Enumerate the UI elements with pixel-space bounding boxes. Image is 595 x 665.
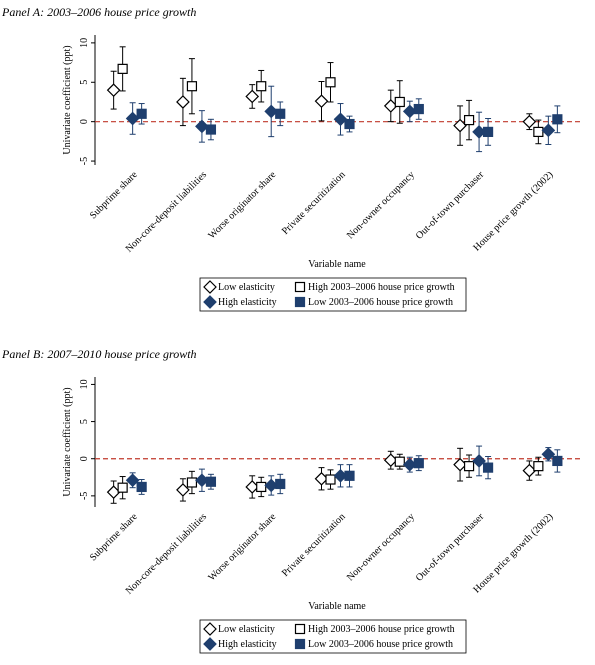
legend-marker: [203, 295, 217, 309]
legend-label: High elasticity: [218, 297, 277, 308]
legend-marker: [294, 281, 306, 293]
legend-label: High 2003–2006 house price growth: [308, 282, 455, 293]
y-tick-label: 0: [79, 456, 90, 461]
marker: [482, 126, 494, 138]
marker: [333, 112, 348, 127]
x-tick-label: Worse originator share: [206, 169, 278, 241]
marker: [176, 483, 190, 497]
marker: [533, 461, 544, 472]
marker: [344, 118, 355, 130]
marker: [186, 477, 198, 488]
legend-marker: [294, 296, 306, 308]
y-tick-label: 10: [79, 38, 90, 48]
marker: [522, 114, 537, 129]
marker: [117, 482, 128, 493]
marker: [463, 461, 475, 472]
legend-box: [199, 619, 467, 654]
y-tick-label: 10: [79, 379, 90, 389]
x-axis-label: Variable name: [308, 601, 366, 612]
marker: [552, 455, 563, 467]
marker: [325, 474, 336, 485]
x-tick-label: Non-core-deposit liabilities: [124, 511, 209, 596]
x-tick-label: Subprime share: [88, 511, 140, 563]
marker: [176, 95, 190, 109]
y-tick-label: 5: [79, 80, 90, 85]
marker: [186, 81, 198, 92]
marker: [245, 89, 260, 104]
legend-marker: [203, 280, 217, 294]
x-tick-label: Non-owner occupancy: [345, 511, 417, 583]
marker: [256, 481, 267, 493]
y-tick-label: 5: [79, 419, 90, 424]
marker: [136, 108, 147, 119]
marker: [472, 454, 486, 468]
marker: [136, 481, 147, 493]
marker: [344, 470, 355, 481]
x-tick-label: Non-core-deposit liabilities: [124, 169, 209, 254]
x-axis-label: Variable name: [308, 259, 366, 270]
marker: [256, 81, 267, 92]
panel-title: Panel B: 2007–2010 house price growth: [1, 347, 197, 361]
y-tick-label: -5: [79, 157, 90, 165]
x-tick-label: Worse originator share: [206, 511, 278, 583]
marker: [541, 123, 556, 138]
marker: [314, 94, 329, 109]
x-tick-label: House price growth (2002): [471, 169, 555, 253]
marker: [533, 126, 544, 138]
marker: [125, 473, 140, 488]
marker: [463, 114, 475, 126]
marker: [205, 124, 217, 135]
marker: [106, 83, 121, 98]
legend-label: Low 2003–2006 house price growth: [308, 297, 453, 308]
legend-label: Low 2003–2006 house price growth: [308, 639, 453, 650]
marker: [195, 119, 209, 134]
x-tick-label: Private securitization: [280, 169, 348, 237]
marker: [413, 103, 424, 115]
legend-label: Low elasticity: [218, 624, 275, 635]
y-axis-label: Univariate coefficient (ppt): [62, 387, 73, 496]
marker: [482, 462, 494, 473]
panel: Panel A: 2003–2006 house price growth -5 0…: [1, 5, 580, 312]
y-axis-label: Univariate coefficient (ppt): [62, 45, 73, 154]
legend-marker: [294, 623, 306, 635]
y-tick-label: 0: [79, 119, 90, 124]
legend-label: Low elasticity: [218, 282, 275, 293]
marker: [552, 114, 563, 125]
marker: [275, 478, 286, 490]
marker: [413, 458, 424, 469]
marker: [394, 96, 405, 108]
marker: [117, 63, 128, 74]
legend-marker: [203, 637, 217, 651]
panel: Panel B: 2007–2010 house price growth -5 0…: [1, 347, 580, 654]
marker: [275, 108, 286, 119]
legend-label: High elasticity: [218, 639, 277, 650]
y-tick-label: -5: [79, 492, 90, 500]
legend-box: [199, 277, 467, 312]
x-tick-label: House price growth (2002): [471, 511, 555, 595]
x-tick-label: Non-owner occupancy: [345, 169, 417, 241]
x-tick-label: Out-of-town purchaser: [414, 511, 487, 584]
legend-marker: [294, 638, 306, 650]
marker: [541, 447, 556, 462]
marker: [394, 456, 405, 467]
x-tick-label: Subprime share: [88, 169, 140, 221]
marker: [205, 476, 217, 487]
x-tick-label: Out-of-town purchaser: [414, 169, 487, 242]
panel-title: Panel A: 2003–2006 house price growth: [1, 5, 196, 19]
legend-label: High 2003–2006 house price growth: [308, 624, 455, 635]
x-tick-label: Private securitization: [280, 511, 348, 579]
marker: [325, 77, 336, 88]
legend-marker: [203, 622, 217, 636]
